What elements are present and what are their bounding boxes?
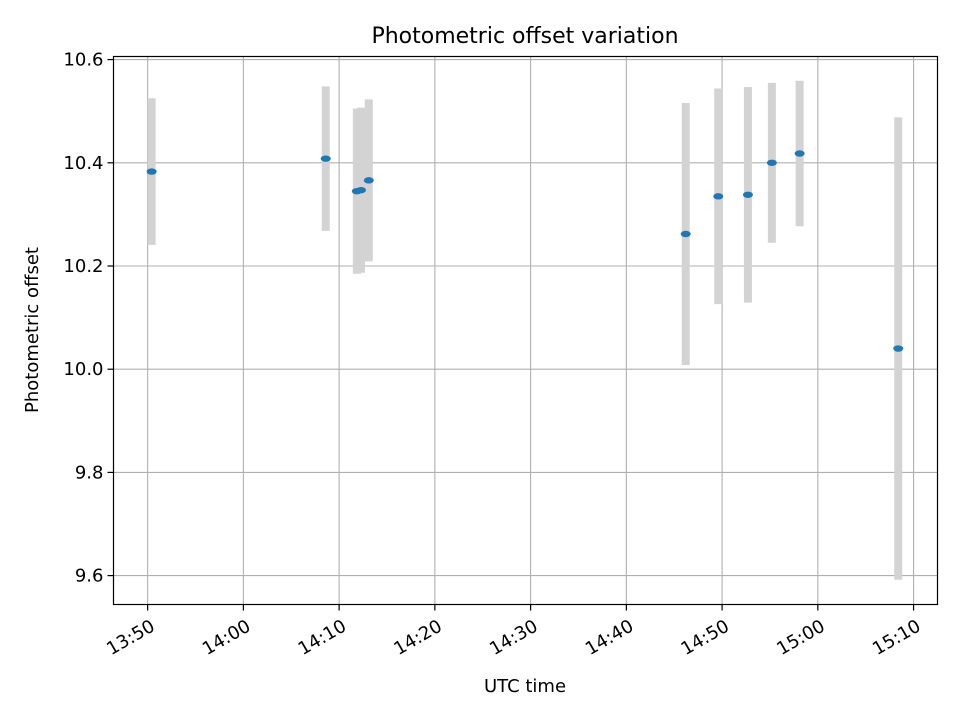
y-tick-label: 9.8 — [75, 462, 104, 483]
x-axis-label: UTC time — [484, 676, 566, 697]
plot-frame — [112, 55, 939, 606]
data-point — [320, 155, 331, 162]
data-points — [146, 150, 904, 352]
data-point — [742, 191, 753, 198]
chart-title: Photometric offset variation — [371, 24, 678, 49]
data-point — [893, 345, 904, 352]
y-axis-label: Photometric offset — [22, 247, 43, 413]
data-point — [146, 168, 157, 175]
y-tick-label: 10.2 — [63, 256, 103, 277]
data-point — [766, 159, 777, 166]
data-point — [794, 150, 805, 157]
y-tick-label: 9.6 — [75, 566, 104, 587]
y-tick-label: 10.0 — [63, 359, 103, 380]
data-point — [355, 186, 366, 194]
data-point — [363, 177, 374, 184]
data-point — [680, 230, 691, 238]
data-point — [713, 193, 724, 200]
y-tick-label: 10.4 — [63, 153, 103, 174]
y-tick-label: 10.6 — [63, 50, 103, 71]
